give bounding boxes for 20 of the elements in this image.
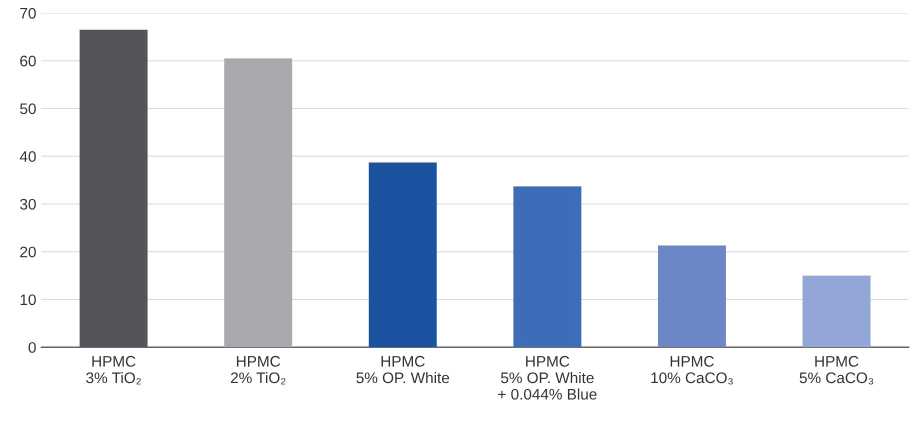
x-tick-label: HPMC 10% CaCO₃ (651, 356, 733, 384)
y-tick-label: 50 (20, 103, 36, 114)
y-tick-label: 70 (20, 8, 36, 19)
bar (802, 276, 871, 348)
bar (513, 186, 582, 348)
y-tick-label: 10 (20, 294, 36, 306)
x-tick-label: HPMC 2% TiO₂ (230, 356, 286, 384)
bar (368, 162, 437, 348)
y-tick-label: 60 (20, 56, 36, 66)
bar (658, 246, 726, 348)
x-tick-label: HPMC 3% TiO₂ (86, 356, 141, 384)
x-tick-label: HPMC 5% CaCO₃ (800, 356, 874, 384)
x-tick-label: HPMC 5% OP. White (356, 356, 450, 384)
x-tick-label: HPMC 5% OP. White + 0.044% Blue (498, 356, 597, 400)
bar (224, 58, 292, 348)
y-tick-label: 40 (20, 151, 36, 162)
y-tick-label: 0 (28, 342, 36, 353)
y-tick-label: 20 (20, 246, 36, 258)
y-tick-label: 30 (20, 198, 36, 210)
bar (80, 30, 148, 348)
